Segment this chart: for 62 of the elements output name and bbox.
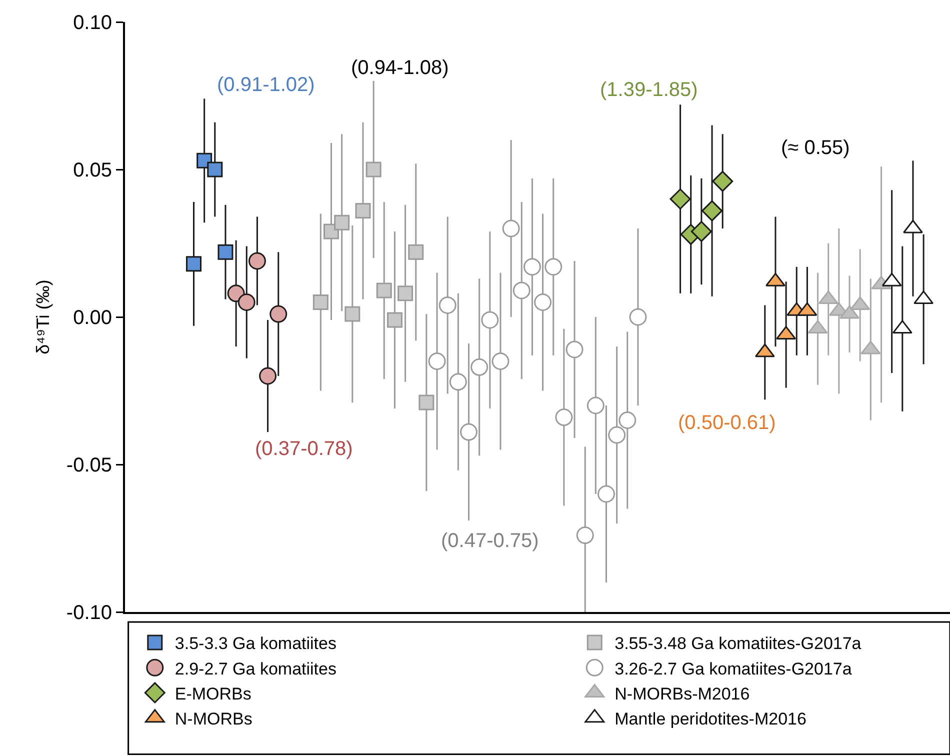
point bbox=[481, 311, 499, 329]
point bbox=[512, 282, 530, 300]
point bbox=[555, 408, 573, 426]
point bbox=[618, 412, 636, 429]
point bbox=[376, 282, 392, 298]
legend-label: 2.9-2.7 Ga komatiites bbox=[174, 659, 336, 678]
point bbox=[470, 358, 488, 376]
point bbox=[712, 170, 734, 192]
point bbox=[366, 162, 382, 178]
y-tick-label: -0.05 bbox=[66, 454, 112, 476]
annotation: (≈ 0.55) bbox=[781, 137, 850, 159]
legend-label: 3.26-2.7 Ga komatiites-G2017a bbox=[614, 659, 852, 678]
point bbox=[502, 220, 520, 238]
point bbox=[544, 258, 562, 276]
y-axis-title: δ⁴⁹Ti (‰) bbox=[33, 280, 54, 354]
point bbox=[270, 305, 288, 323]
legend-label: 3.5-3.3 Ga komatiites bbox=[174, 634, 336, 654]
point bbox=[629, 308, 647, 326]
annotation: (0.47-0.75) bbox=[441, 530, 539, 552]
point bbox=[238, 294, 256, 311]
point bbox=[344, 306, 360, 322]
point bbox=[492, 352, 510, 370]
y-tick-label: 0.05 bbox=[73, 160, 112, 182]
point bbox=[598, 485, 615, 503]
point bbox=[386, 312, 402, 328]
point bbox=[259, 367, 277, 385]
annotation: (1.39-1.85) bbox=[600, 79, 698, 101]
point bbox=[418, 394, 434, 410]
point bbox=[398, 286, 414, 302]
annotation: (0.91-1.02) bbox=[217, 74, 315, 96]
point bbox=[428, 352, 446, 370]
point bbox=[355, 203, 371, 219]
point bbox=[460, 423, 478, 441]
y-tick-label: 0.00 bbox=[73, 307, 112, 329]
point bbox=[586, 396, 604, 414]
point bbox=[608, 426, 626, 444]
y-tick-label: -0.10 bbox=[66, 602, 112, 624]
point bbox=[534, 294, 552, 311]
legend-label: 3.55-3.48 Ga komatiites-G2017a bbox=[614, 634, 862, 654]
point bbox=[312, 294, 328, 310]
point bbox=[702, 200, 723, 222]
point bbox=[690, 220, 712, 242]
legend-label: N-MORBs bbox=[174, 709, 252, 728]
point bbox=[408, 244, 424, 260]
legend-label: E-MORBs bbox=[174, 684, 252, 704]
annotation: (0.94-1.08) bbox=[351, 57, 449, 79]
annotation: (0.37-0.78) bbox=[255, 438, 353, 460]
legend-label: Mantle peridotites-M2016 bbox=[614, 709, 806, 728]
point bbox=[670, 188, 691, 210]
point bbox=[186, 256, 202, 272]
point bbox=[218, 244, 234, 260]
point bbox=[523, 258, 541, 276]
annotation: (0.50-0.61) bbox=[678, 412, 776, 434]
point bbox=[438, 296, 456, 314]
point bbox=[248, 252, 266, 270]
point bbox=[576, 526, 594, 544]
point bbox=[566, 340, 584, 358]
y-tick-label: 0.10 bbox=[73, 12, 112, 34]
point bbox=[207, 162, 223, 178]
point bbox=[449, 373, 467, 391]
legend-label: N-MORBs-M2016 bbox=[614, 684, 750, 704]
point bbox=[334, 214, 350, 230]
